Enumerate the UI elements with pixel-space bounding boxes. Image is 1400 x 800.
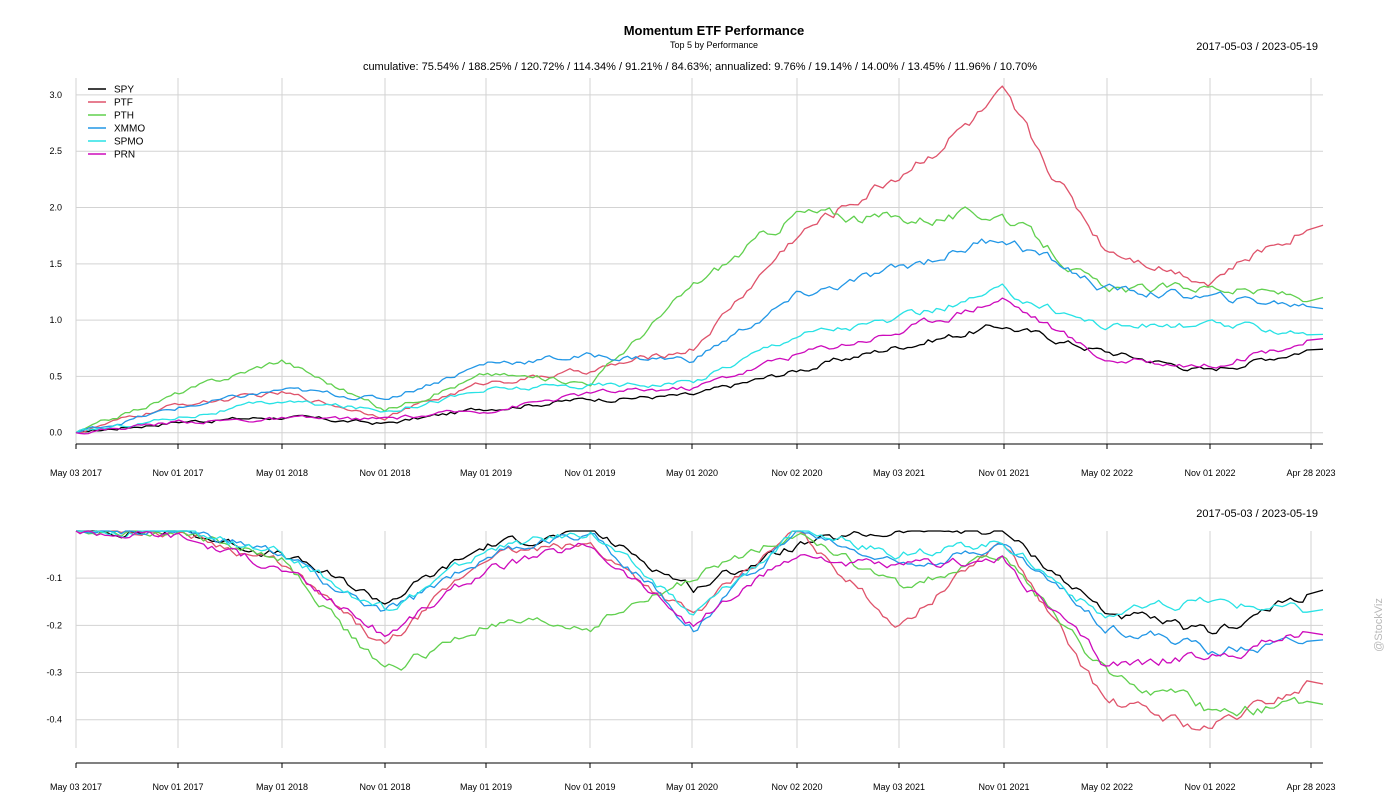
series-line-ptf [75,530,1324,731]
series-line-prn [75,297,1324,435]
y-tick-label: 2.5 [49,146,62,156]
x-tick-label: May 03 2017 [50,468,102,478]
x-tick-label: Nov 01 2019 [564,782,615,792]
bottom-series-lines [75,530,1324,731]
x-tick-label: Apr 28 2023 [1286,782,1335,792]
x-tick-label: May 01 2019 [460,468,512,478]
series-line-spy [75,324,1324,434]
x-tick-label: Nov 01 2017 [152,782,203,792]
chart-title: Momentum ETF Performance [624,23,805,38]
y-tick-label: 0.0 [49,428,62,438]
bottom-date-range: 2017-05-03 / 2023-05-19 [1196,508,1318,520]
x-tick-label: Nov 01 2018 [359,468,410,478]
bottom-grid [75,531,1323,748]
legend-label-prn: PRN [114,150,135,161]
y-tick-label: -0.1 [46,573,62,583]
y-tick-label: 1.0 [49,315,62,325]
x-tick-label: May 01 2018 [256,782,308,792]
series-line-ptf [76,85,1324,434]
watermark: @StockViz [1373,598,1385,652]
top-grid [75,78,1323,444]
legend-label-spy: SPY [114,85,134,96]
legend-label-ptf: PTF [114,98,133,109]
series-line-xmmo [76,530,1324,657]
x-tick-label: Apr 28 2023 [1286,468,1335,478]
y-tick-label: -0.2 [46,620,62,630]
y-tick-label: 0.5 [49,371,62,381]
bottom-axes: -0.1 -0.2 -0.3 -0.4 May 03 2017 Nov 01 2017 Ma… [46,573,1335,792]
top-axes: 0.0 0.5 1.0 1.5 2.0 2.5 3.0 May 03 2017 Nov 01 2… [49,90,1335,478]
x-tick-label: May 02 2022 [1081,468,1133,478]
x-tick-label: Nov 01 2021 [978,782,1029,792]
series-line-xmmo [75,238,1324,434]
y-tick-label: 3.0 [49,90,62,100]
x-tick-label: Nov 02 2020 [771,782,822,792]
series-line-pth [76,530,1324,717]
x-tick-label: May 01 2020 [666,782,718,792]
chart-subtitle: Top 5 by Performance [670,40,758,50]
performance-stats: cumulative: 75.54% / 188.25% / 120.72% /… [363,61,1037,73]
y-tick-label: -0.3 [46,668,62,678]
x-tick-label: Nov 01 2018 [359,782,410,792]
y-tick-label: -0.4 [46,715,62,725]
series-line-pth [75,206,1324,434]
x-tick-label: Nov 01 2022 [1184,468,1235,478]
series-line-spmo [75,530,1324,619]
x-tick-label: Nov 01 2021 [978,468,1029,478]
x-tick-label: May 03 2021 [873,782,925,792]
x-tick-label: May 01 2020 [666,468,718,478]
x-tick-label: Nov 02 2020 [771,468,822,478]
y-tick-label: 1.5 [49,259,62,269]
series-line-prn [75,530,1324,667]
x-tick-label: Nov 01 2019 [564,468,615,478]
top-series-lines [75,85,1324,435]
x-tick-label: May 03 2021 [873,468,925,478]
top-legend: SPY PTF PTH XMMO SPMO PRN [88,85,145,161]
x-tick-label: May 01 2019 [460,782,512,792]
top-date-range: 2017-05-03 / 2023-05-19 [1196,41,1318,53]
x-tick-label: May 01 2018 [256,468,308,478]
series-line-spmo [75,283,1324,434]
x-tick-label: May 03 2017 [50,782,102,792]
legend-label-xmmo: XMMO [114,124,145,135]
x-tick-label: Nov 01 2017 [152,468,203,478]
legend-label-pth: PTH [114,111,134,122]
legend-label-spmo: SPMO [114,137,144,148]
x-tick-label: Nov 01 2022 [1184,782,1235,792]
x-tick-label: May 02 2022 [1081,782,1133,792]
y-tick-label: 2.0 [49,203,62,213]
